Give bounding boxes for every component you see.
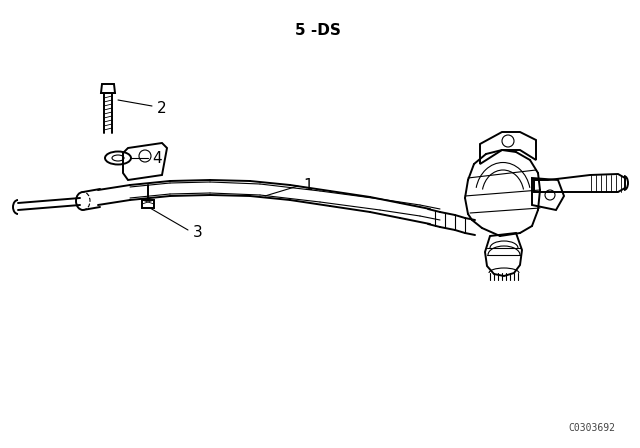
Text: 3: 3	[193, 224, 203, 240]
Text: 2: 2	[157, 100, 166, 116]
Text: 1: 1	[303, 177, 312, 193]
Text: 4: 4	[152, 151, 162, 165]
Text: 5 -DS: 5 -DS	[295, 22, 341, 38]
Text: C0303692: C0303692	[568, 423, 616, 433]
Bar	[142, 200, 154, 208]
